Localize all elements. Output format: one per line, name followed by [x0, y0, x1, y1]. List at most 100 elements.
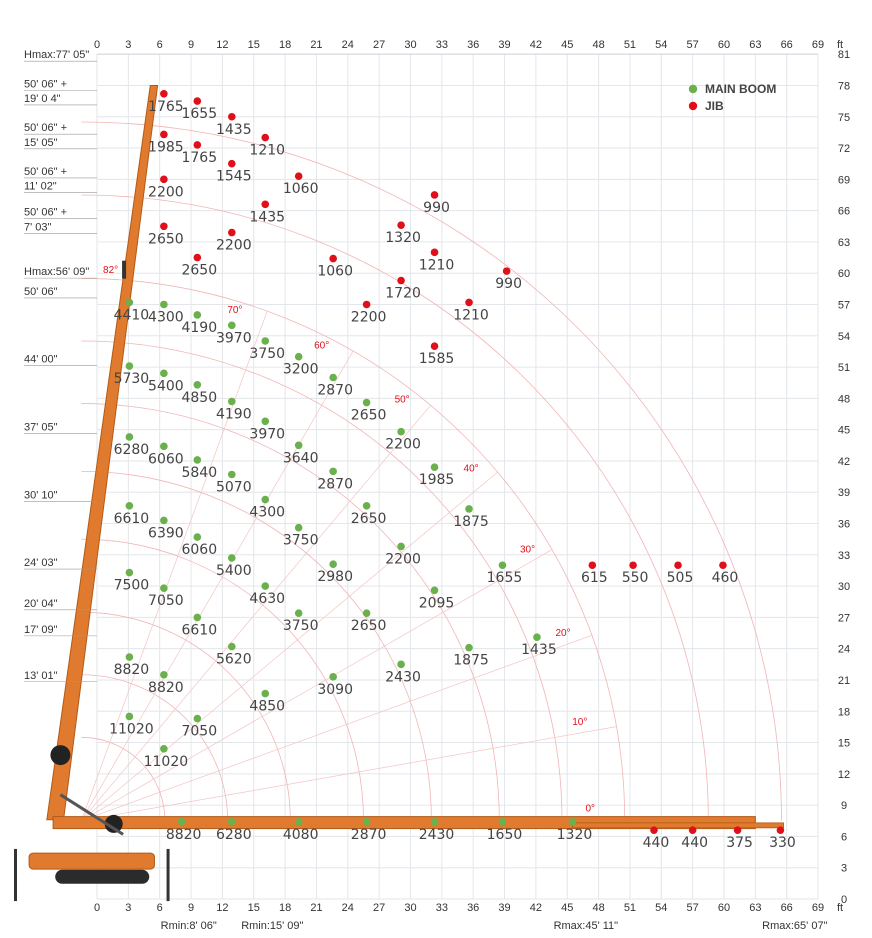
- x-tick-label-top: 63: [749, 39, 761, 51]
- height-label: 24' 03": [24, 557, 58, 569]
- legend-label: JIB: [705, 99, 724, 113]
- height-label: 20' 04": [24, 598, 58, 610]
- x-tick-label-bottom: 3: [125, 902, 131, 914]
- main-boom-point: [228, 642, 236, 651]
- main-boom-value-label: 4080: [283, 827, 319, 843]
- jib-value-label: 990: [495, 276, 522, 292]
- main-boom-value-label: 2430: [385, 669, 421, 685]
- main-boom-value-label: 3750: [283, 618, 319, 634]
- angle-ray: [81, 471, 498, 822]
- jib-value-label: 330: [769, 835, 796, 851]
- x-tick-label-top: 12: [216, 39, 228, 51]
- jib-point: [629, 561, 637, 570]
- x-tick-label-top: 57: [687, 39, 699, 51]
- main-boom-value-label: 1985: [419, 472, 455, 488]
- main-boom-point: [397, 660, 405, 669]
- y-tick-label: 51: [838, 362, 850, 374]
- load-points: 4410430041903970375032002870265022001985…: [109, 90, 796, 851]
- y-tick-label: 24: [838, 644, 850, 656]
- main-boom-point: [228, 818, 236, 826]
- x-tick-label-bottom: 36: [467, 902, 479, 914]
- main-boom-value-label: 8820: [114, 662, 150, 678]
- main-boom-point: [261, 495, 270, 504]
- jib-value-label: 1765: [181, 150, 217, 166]
- main-boom-value-label: 2200: [385, 437, 421, 453]
- angle-label: 60°: [314, 340, 329, 351]
- x-tick-label-top: 42: [530, 39, 542, 51]
- x-tick-label-bottom: 48: [592, 902, 604, 914]
- jib-point: [674, 561, 682, 570]
- main-boom-point: [329, 673, 337, 681]
- x-tick-label-bottom: 9: [188, 902, 194, 914]
- x-unit-label-bottom: ft: [837, 902, 843, 914]
- angle-labels: 82° 70° 60° 50° 40° 30° 20° 10° 0°: [103, 265, 595, 814]
- jib-value-label: 1210: [419, 257, 455, 273]
- jib-value-label: 1720: [385, 286, 421, 302]
- x-tick-label-bottom: 6: [157, 902, 163, 914]
- jib-point: [193, 253, 202, 262]
- x-tick-label-bottom: 51: [624, 902, 636, 914]
- x-tick-label-top: 24: [342, 39, 354, 51]
- main-boom-point: [294, 609, 303, 618]
- main-boom-point: [125, 298, 134, 307]
- jib-value-label: 1765: [148, 99, 184, 115]
- radius-arc: [81, 403, 500, 821]
- radius-label: Rmax:45' 11": [554, 920, 619, 932]
- height-label: Hmax:56' 09": [24, 266, 89, 278]
- main-boom-value-label: 2430: [419, 827, 455, 843]
- main-boom-point: [362, 501, 371, 510]
- angle-label: 30°: [520, 545, 535, 556]
- jib-horizontal: [572, 822, 784, 829]
- main-boom-value-label: 3640: [283, 450, 319, 466]
- jib-point: [193, 141, 202, 149]
- y-tick-label: 66: [838, 206, 850, 218]
- main-boom-value-label: 6610: [181, 622, 217, 638]
- jib-point: [160, 222, 168, 231]
- x-tick-label-top: 30: [404, 39, 416, 51]
- height-label: 17' 09": [24, 624, 58, 636]
- x-tick-label-top: 27: [373, 39, 385, 51]
- y-tick-label: 3: [841, 863, 847, 875]
- main-boom-value-label: 2870: [317, 383, 353, 399]
- y-tick-label: 27: [838, 612, 850, 624]
- y-tick-label: 21: [838, 675, 850, 687]
- height-label: 50' 06" +: [24, 122, 67, 134]
- angle-ray: [80, 311, 268, 821]
- main-boom-value-label: 5400: [216, 563, 252, 579]
- jib-value-label: 550: [622, 570, 649, 586]
- main-boom-point: [465, 505, 473, 513]
- height-labels: Hmax:77' 05" 50' 06" + 19' 0 4" 50' 06" + 15…: [24, 49, 828, 932]
- x-tick-label-top: 15: [248, 39, 260, 51]
- main-boom-value-label: 4300: [148, 309, 184, 325]
- jib-value-label: 440: [681, 835, 708, 851]
- x-tick-label-top: 9: [188, 39, 194, 51]
- main-boom-point: [397, 542, 405, 551]
- x-tick-label-top: 48: [592, 39, 604, 51]
- main-boom-point: [498, 818, 507, 826]
- main-boom-point: [160, 369, 168, 378]
- main-boom-value-label: 6280: [114, 442, 150, 458]
- x-tick-label-bottom: 66: [781, 902, 793, 914]
- x-tick-label-bottom: 63: [749, 902, 761, 914]
- jib-value-label: 1060: [283, 181, 319, 197]
- main-boom-value-label: 4850: [249, 699, 285, 715]
- height-label: 11' 02": [24, 181, 57, 193]
- main-boom-point: [329, 467, 337, 476]
- jib-value-label: 2200: [216, 238, 252, 254]
- jib-point: [160, 130, 168, 139]
- main-boom-value-label: 7500: [114, 578, 150, 594]
- jib-hinge: [122, 260, 127, 279]
- main-boom-value-label: 11020: [109, 721, 154, 737]
- main-boom-point: [193, 533, 202, 541]
- angle-ray: [81, 549, 553, 822]
- x-tick-label-bottom: 39: [498, 902, 510, 914]
- jib-value-label: 1655: [181, 106, 217, 122]
- radius-arc: [81, 340, 563, 821]
- main-boom-point: [160, 745, 168, 753]
- main-boom-point: [362, 609, 371, 618]
- y-tick-label: 78: [838, 80, 850, 92]
- angle-label: 70°: [227, 305, 242, 316]
- x-tick-label-bottom: 69: [812, 902, 824, 914]
- x-tick-label-bottom: 24: [342, 902, 354, 914]
